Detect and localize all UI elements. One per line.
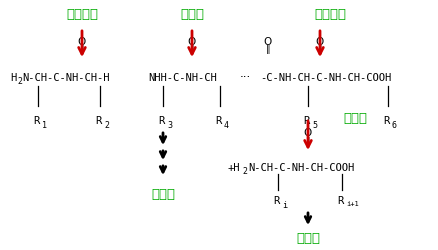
Text: O: O	[188, 37, 196, 47]
Text: NHH-C-NH-CH: NHH-C-NH-CH	[148, 73, 217, 83]
Text: 2: 2	[242, 168, 247, 176]
Text: O: O	[78, 37, 86, 47]
Text: 5: 5	[312, 121, 317, 130]
Text: i: i	[282, 201, 287, 210]
Text: 6: 6	[392, 121, 397, 130]
Text: R: R	[215, 116, 221, 126]
Text: O: O	[316, 37, 324, 47]
Text: R: R	[33, 116, 39, 126]
Text: O: O	[304, 128, 312, 138]
Text: R: R	[383, 116, 389, 126]
Text: 4: 4	[224, 121, 229, 130]
Text: ‖: ‖	[318, 46, 322, 54]
Text: 氨基酸: 氨基酸	[296, 232, 320, 244]
Text: R: R	[158, 116, 164, 126]
Text: 氨基酸: 氨基酸	[151, 188, 175, 202]
Text: ‖: ‖	[266, 46, 270, 54]
Text: 二肽酶: 二肽酶	[343, 112, 367, 124]
Text: ‖: ‖	[190, 46, 194, 54]
Text: R: R	[303, 116, 309, 126]
Text: -C-NH-CH-C-NH-CH-COOH: -C-NH-CH-C-NH-CH-COOH	[260, 73, 391, 83]
Text: R: R	[337, 196, 343, 206]
Text: 羧基肽酶: 羧基肽酶	[314, 8, 346, 22]
Text: 1: 1	[42, 121, 47, 130]
Text: R: R	[273, 196, 279, 206]
Text: +H: +H	[228, 163, 240, 173]
Text: R: R	[95, 116, 101, 126]
Text: ···: ···	[240, 72, 251, 85]
Text: 内肽酶: 内肽酶	[180, 8, 204, 22]
Text: N-CH-C-NH-CH-COOH: N-CH-C-NH-CH-COOH	[248, 163, 354, 173]
Text: 2: 2	[17, 78, 22, 86]
Text: 2: 2	[104, 121, 109, 130]
Text: ‖: ‖	[306, 136, 310, 145]
Text: i+1: i+1	[346, 201, 359, 207]
Text: N-CH-C-NH-CH-H: N-CH-C-NH-CH-H	[22, 73, 110, 83]
Text: 氨基肽酶: 氨基肽酶	[66, 8, 98, 22]
Text: O: O	[264, 37, 272, 47]
Text: H: H	[10, 73, 16, 83]
Text: 3: 3	[167, 121, 172, 130]
Text: ‖: ‖	[80, 46, 84, 54]
